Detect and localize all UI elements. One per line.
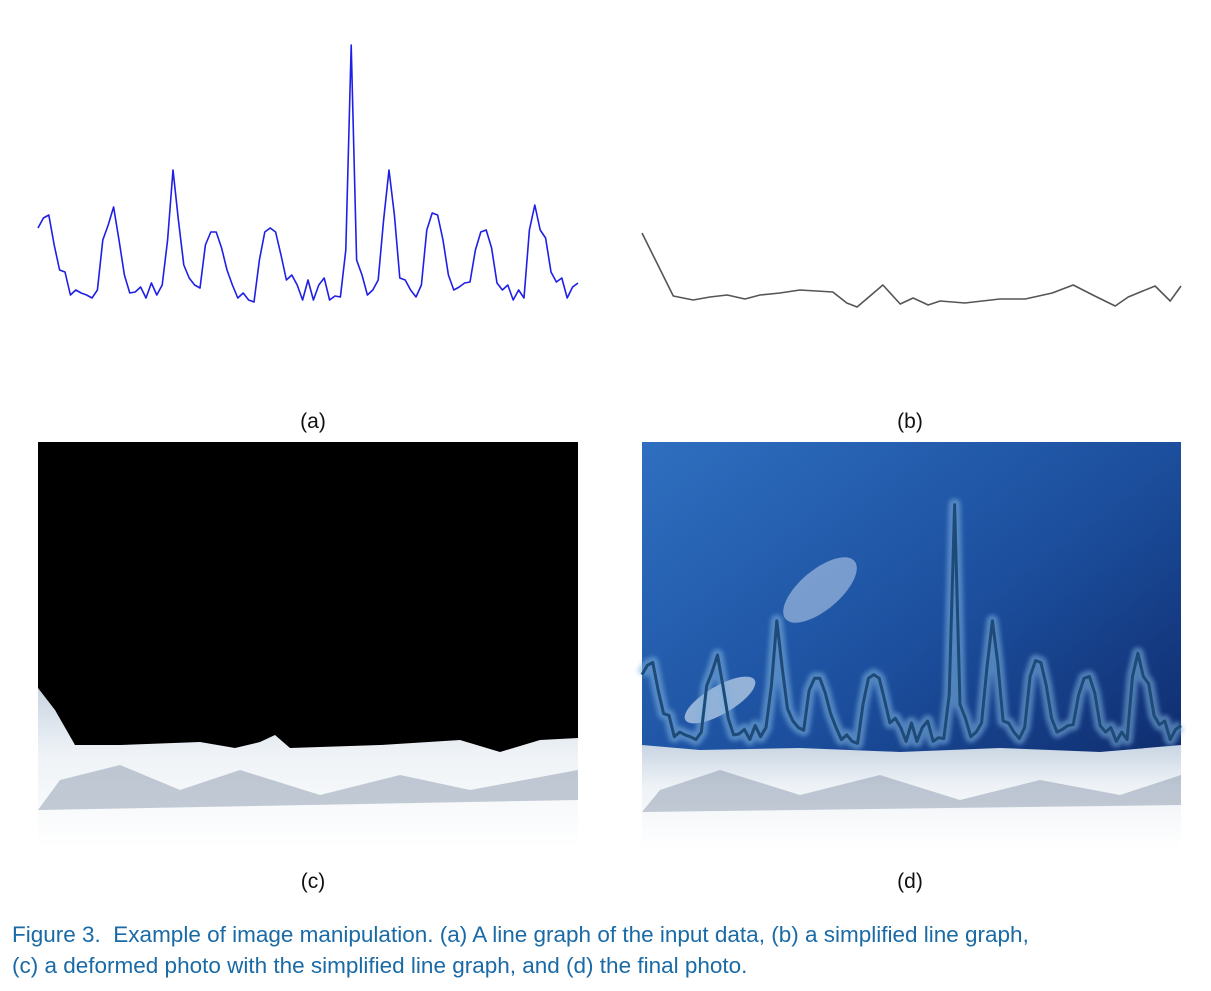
mountains-c <box>38 688 578 848</box>
mountain-shade-d <box>642 770 1181 812</box>
mountains-d <box>642 745 1181 848</box>
panel-label: (c) <box>301 870 326 893</box>
caption-line: Figure 3. Example of image manipulation.… <box>12 922 1029 947</box>
caption-line: (c) a deformed photo with the simplified… <box>12 953 748 978</box>
data-line <box>37 44 579 303</box>
panel-label: (d) <box>897 870 923 893</box>
ridge-line <box>640 503 1182 745</box>
data-line <box>641 232 1182 308</box>
cloud <box>783 557 857 623</box>
panel-label: (a) <box>300 410 326 433</box>
mountain-shade-c <box>38 765 578 810</box>
panel-label: (b) <box>897 410 923 433</box>
